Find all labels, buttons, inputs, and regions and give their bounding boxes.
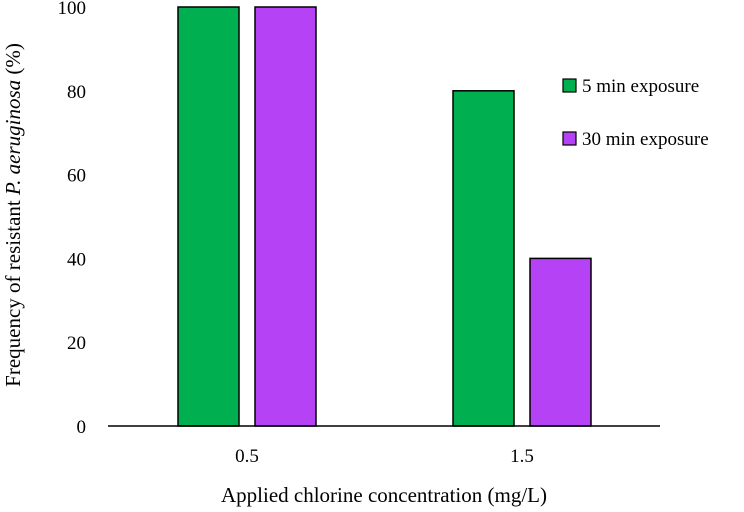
y-tick-label: 0 bbox=[77, 417, 87, 438]
legend-swatch bbox=[562, 131, 577, 146]
y-tick-label: 20 bbox=[67, 333, 86, 354]
bar-0.5-5min bbox=[177, 6, 240, 427]
y-axis-title-species: P. aeruginosa bbox=[1, 80, 25, 196]
y-axis-title: Frequency of resistant P. aeruginosa (%) bbox=[1, 43, 25, 387]
y-axis-title-suffix: (%) bbox=[1, 43, 25, 80]
legend-swatch bbox=[562, 78, 577, 93]
x-axis-ticks: 0.5 1.5 bbox=[235, 446, 534, 467]
y-axis-ticks: 0 20 40 60 80 100 bbox=[58, 0, 87, 438]
legend-label: 5 min exposure bbox=[582, 76, 699, 97]
legend: 5 min exposure 30 min exposure bbox=[562, 76, 709, 150]
x-tick-label: 0.5 bbox=[235, 446, 259, 467]
plot-area bbox=[108, 6, 660, 427]
bar-1.5-30min bbox=[529, 257, 592, 427]
y-axis-title-prefix: Frequency of resistant bbox=[1, 195, 25, 387]
x-tick-label: 1.5 bbox=[510, 446, 534, 467]
bar-0.5-30min bbox=[254, 6, 317, 427]
legend-label: 30 min exposure bbox=[582, 129, 709, 150]
y-tick-label: 60 bbox=[67, 166, 86, 187]
y-tick-label: 80 bbox=[67, 82, 86, 103]
y-tick-label: 100 bbox=[58, 0, 87, 19]
x-axis-title: Applied chlorine concentration (mg/L) bbox=[221, 483, 547, 507]
y-tick-label: 40 bbox=[67, 249, 86, 270]
bar-1.5-5min bbox=[452, 90, 515, 427]
